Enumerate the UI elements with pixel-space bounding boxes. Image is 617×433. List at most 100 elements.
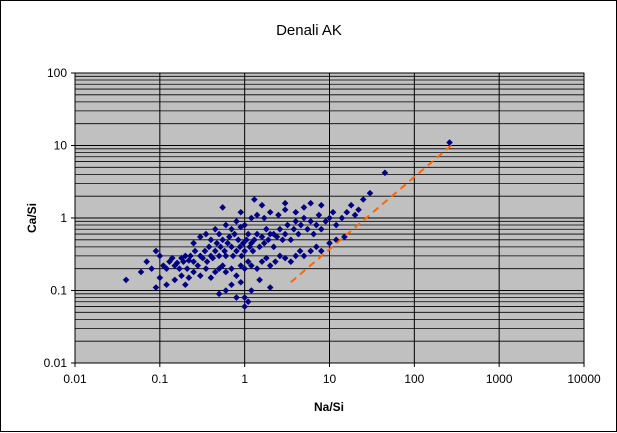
data-point: [156, 252, 164, 260]
data-point: [219, 204, 226, 211]
data-point: [300, 214, 308, 222]
data-point: [222, 221, 230, 229]
data-point: [317, 247, 325, 255]
data-point: [307, 199, 314, 207]
data-point: [296, 247, 304, 255]
data-point: [260, 239, 268, 247]
data-point: [248, 214, 255, 222]
data-point: [237, 208, 245, 216]
data-point: [187, 252, 194, 260]
data-point: [238, 252, 245, 260]
data-point: [326, 239, 333, 247]
data-point: [156, 274, 164, 282]
data-point: [317, 201, 325, 209]
data-point: [203, 258, 211, 265]
y-axis-label: Ca/Si: [25, 203, 39, 233]
data-point: [178, 272, 185, 280]
data-point: [313, 243, 320, 251]
data-point: [244, 258, 252, 265]
data-point: [315, 211, 323, 219]
data-point: [171, 276, 179, 284]
y-tick-label: 0.1: [50, 284, 67, 298]
data-point: [251, 236, 258, 244]
data-point: [310, 230, 317, 238]
data-point: [211, 268, 219, 276]
data-point: [279, 236, 286, 244]
data-point: [256, 276, 263, 284]
data-point: [273, 233, 281, 241]
data-point: [292, 218, 300, 225]
data-point: [143, 258, 150, 265]
data-point: [249, 247, 257, 255]
data-point: [213, 239, 221, 247]
data-point: [281, 230, 289, 238]
data-point: [237, 262, 245, 269]
data-point: [241, 265, 248, 272]
data-point: [228, 243, 235, 251]
data-point: [201, 247, 209, 255]
data-point: [253, 211, 261, 219]
data-point: [326, 214, 333, 222]
data-point: [241, 303, 248, 310]
data-point: [241, 294, 248, 301]
data-point: [275, 211, 282, 219]
data-point: [215, 252, 223, 260]
data-point: [209, 254, 217, 262]
data-point: [163, 265, 170, 272]
data-point: [233, 272, 240, 280]
data-point: [224, 239, 231, 247]
data-point: [258, 201, 266, 209]
data-point: [194, 262, 202, 269]
data-point: [263, 225, 270, 233]
data-point: [215, 230, 223, 238]
data-point: [237, 278, 245, 286]
data-point: [270, 243, 278, 251]
data-point: [231, 230, 238, 238]
data-point: [222, 252, 230, 260]
data-point: [253, 230, 261, 238]
data-point: [276, 252, 284, 260]
data-point: [276, 225, 284, 233]
data-point: [233, 247, 240, 255]
data-point: [446, 139, 453, 146]
data-point: [366, 189, 374, 197]
data-point: [258, 258, 266, 265]
data-point: [244, 298, 252, 306]
data-point: [166, 258, 173, 265]
x-axis-label: Na/Si: [314, 400, 344, 414]
data-point: [287, 236, 295, 244]
data-point: [183, 265, 191, 272]
data-point: [152, 284, 160, 291]
data-point: [171, 262, 179, 269]
data-point: [281, 206, 289, 214]
data-point: [202, 230, 210, 238]
data-point: [317, 225, 325, 233]
x-tick-label: 10000: [567, 372, 601, 386]
data-point: [237, 223, 245, 231]
data-point: [229, 252, 237, 260]
data-point: [332, 221, 340, 229]
data-point: [281, 199, 289, 207]
data-point: [266, 230, 274, 238]
data-point: [251, 196, 258, 203]
data-point: [228, 265, 235, 272]
data-point: [168, 254, 176, 262]
data-point: [304, 225, 311, 233]
data-point: [185, 257, 193, 264]
data-point: [207, 274, 215, 282]
data-point: [239, 239, 247, 247]
data-point: [243, 236, 250, 244]
data-point: [219, 236, 226, 244]
data-point: [265, 236, 272, 244]
data-point: [182, 281, 189, 289]
data-point: [300, 204, 308, 211]
data-point: [180, 258, 187, 265]
data-point: [222, 287, 230, 294]
data-point: [190, 239, 197, 247]
data-point: [307, 218, 314, 225]
data-point: [205, 243, 213, 251]
data-point: [263, 254, 270, 262]
data-point: [185, 274, 193, 282]
data-point: [160, 262, 167, 269]
